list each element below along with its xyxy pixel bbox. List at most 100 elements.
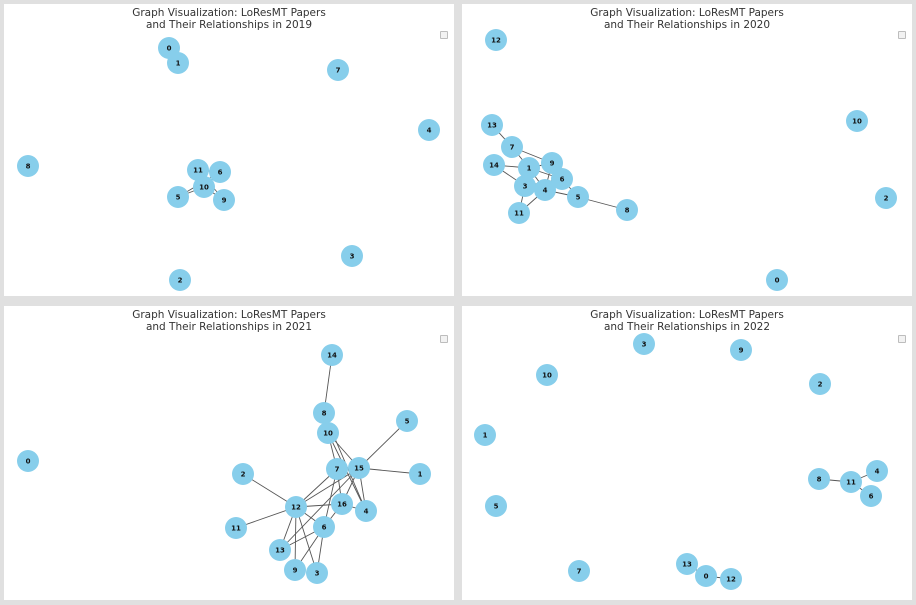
- nodes-group: 01 7 4 8 11 6 10 5 9 3 2: [17, 37, 440, 291]
- node-circle: [633, 333, 655, 355]
- node-12: 12: [285, 496, 307, 518]
- node-label: 10: [323, 430, 333, 438]
- node-label: 3: [350, 253, 355, 261]
- node-label: 14: [327, 352, 337, 360]
- node-label: 11: [846, 479, 856, 487]
- node-7: 7: [326, 458, 348, 480]
- node-label: 12: [491, 37, 501, 45]
- node-7: 7: [501, 136, 523, 158]
- node-circle: [317, 422, 339, 444]
- node-5: 5: [485, 495, 507, 517]
- node-circle: [485, 29, 507, 51]
- node-label: 10: [852, 118, 862, 126]
- node-circle: [269, 539, 291, 561]
- graph-panel-2022: 3 9 10 2 1 4 8 11 6 5 13 7 0 12 Graph Visualization: …: [462, 306, 912, 600]
- node-15: 15: [348, 457, 370, 479]
- node-label: 8: [817, 476, 822, 484]
- node-label: 15: [354, 465, 364, 473]
- node-circle: [327, 59, 349, 81]
- axes-corner-marker: [440, 335, 448, 343]
- node-circle: [536, 364, 558, 386]
- node-circle: [225, 517, 247, 539]
- node-circle: [860, 485, 882, 507]
- node-3: 3: [306, 562, 328, 584]
- node-circle: [840, 471, 862, 493]
- edge-5-15: [358, 420, 408, 469]
- node-label: 2: [818, 381, 823, 389]
- node-0: 0: [17, 450, 39, 472]
- node-circle: [193, 176, 215, 198]
- node-label: 0: [704, 573, 709, 581]
- node-circle: [809, 373, 831, 395]
- node-4: 4: [534, 179, 556, 201]
- node-13: 13: [676, 553, 698, 575]
- node-label: 5: [176, 194, 181, 202]
- node-circle: [285, 496, 307, 518]
- node-label: 5: [494, 503, 499, 511]
- node-label: 7: [336, 67, 341, 75]
- node-label: 11: [231, 525, 241, 533]
- node-16: 16: [331, 493, 353, 515]
- node-circle: [17, 155, 39, 177]
- node-label: 16: [337, 501, 347, 509]
- node-circle: [209, 161, 231, 183]
- node-1: 1: [167, 52, 189, 74]
- node-label: 7: [510, 144, 515, 152]
- node-circle: [501, 136, 523, 158]
- node-2: 2: [169, 269, 191, 291]
- node-circle: [695, 565, 717, 587]
- node-label: 13: [682, 561, 692, 569]
- node-4: 4: [355, 500, 377, 522]
- node-label: 8: [26, 163, 31, 171]
- node-circle: [567, 186, 589, 208]
- node-circle: [187, 159, 209, 181]
- node-label: 6: [869, 493, 874, 501]
- node-10: 10: [846, 110, 868, 132]
- node-label: 9: [550, 160, 555, 168]
- node-11: 11: [508, 202, 530, 224]
- node-10: 10: [536, 364, 558, 386]
- node-6: 6: [313, 516, 335, 538]
- node-circle: [321, 344, 343, 366]
- node-circle: [676, 553, 698, 575]
- node-10: 10: [193, 176, 215, 198]
- node-11: 11: [187, 159, 209, 181]
- node-label: 0: [167, 45, 172, 53]
- node-label: 7: [577, 568, 582, 576]
- graph-panel-2021: 14 8 5 10 0 7 15 1 2 12 16 4 6 11 13 9 3 Graph Visualiza…: [4, 306, 454, 600]
- node-circle: [232, 463, 254, 485]
- node-label: 4: [875, 468, 880, 476]
- node-circle: [213, 189, 235, 211]
- panel-title-2022: Graph Visualization: LoResMT Papers and …: [590, 309, 784, 333]
- node-0: 0: [695, 565, 717, 587]
- node-label: 10: [199, 184, 209, 192]
- node-circle: [348, 457, 370, 479]
- node-circle: [534, 179, 556, 201]
- node-circle: [483, 154, 505, 176]
- node-label: 8: [322, 410, 327, 418]
- node-circle: [418, 119, 440, 141]
- node-5: 5: [567, 186, 589, 208]
- node-8: 8: [616, 199, 638, 221]
- node-9: 9: [284, 559, 306, 581]
- node-circle: [875, 187, 897, 209]
- node-3: 3: [341, 245, 363, 267]
- node-label: 10: [542, 372, 552, 380]
- node-8: 8: [17, 155, 39, 177]
- node-14: 14: [321, 344, 343, 366]
- node-6: 6: [551, 168, 573, 190]
- node-circle: [846, 110, 868, 132]
- node-circle: [167, 186, 189, 208]
- node-label: 9: [222, 197, 227, 205]
- graph-canvas-2019: 01 7 4 8 11 6 10 5 9 3 2: [17, 37, 440, 291]
- axes-corner-marker: [440, 31, 448, 39]
- node-circle: [409, 463, 431, 485]
- nodes-group: 3 9 10 2 1 4 8 11 6 5 13 7 0 12: [474, 333, 888, 590]
- node-10: 10: [317, 422, 339, 444]
- graph-canvas-2020: 12 13 7 14 1 96 3 4 5 11 8 10 2 0: [481, 29, 897, 291]
- node-label: 12: [726, 576, 736, 584]
- graph-panel-2020: 12 13 7 14 1 9 6 3 4 5 11 8 10 2 0 Graph Visualization…: [462, 4, 912, 296]
- node-3: 3: [633, 333, 655, 355]
- node-circle: [355, 500, 377, 522]
